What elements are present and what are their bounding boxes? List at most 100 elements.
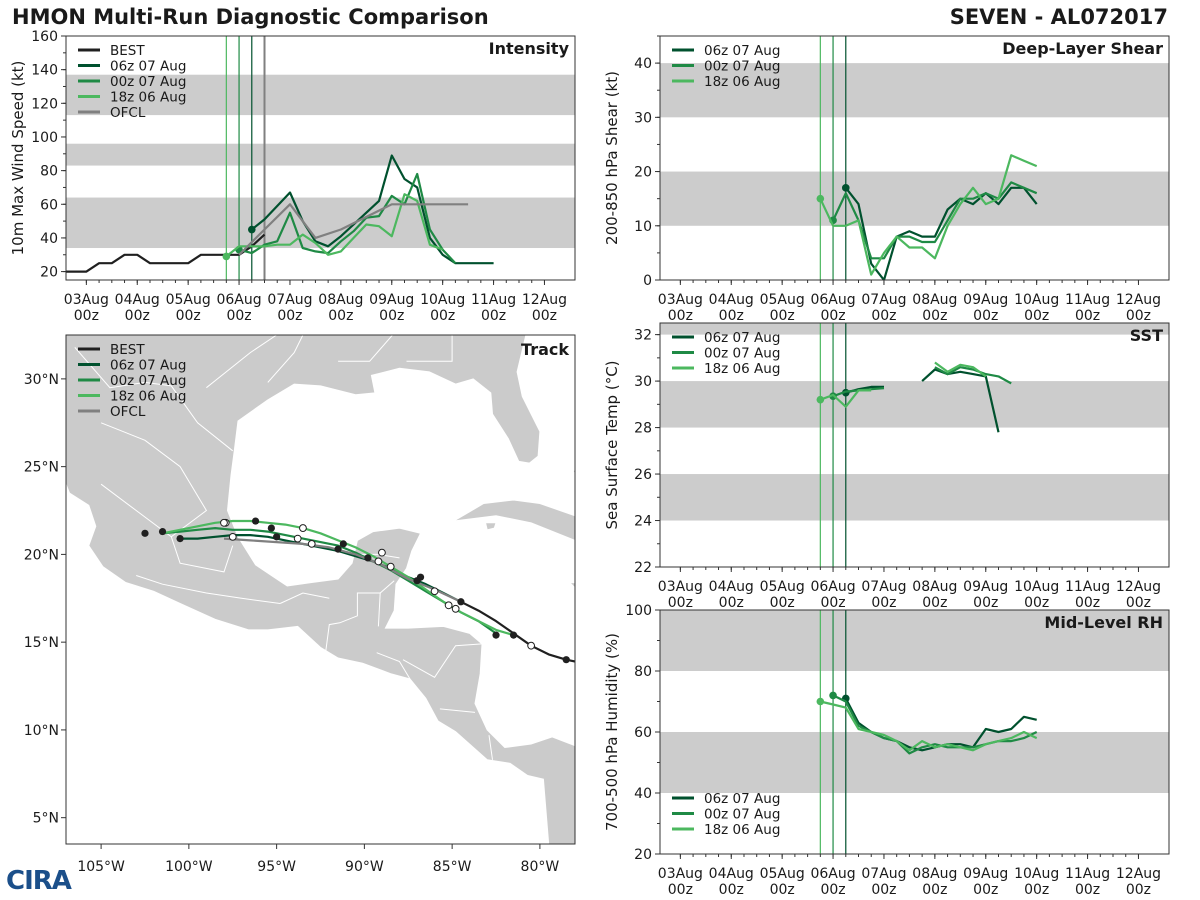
legend-label: 18z 06 Aug bbox=[110, 90, 186, 106]
shaded-band bbox=[660, 381, 1169, 428]
track-point-filled bbox=[339, 540, 347, 548]
political-border bbox=[136, 575, 281, 604]
track-point-filled bbox=[334, 545, 342, 553]
x-tick-label: 11Aug bbox=[471, 292, 516, 308]
series-start-dot bbox=[816, 697, 825, 706]
x-tick-label: 12Aug bbox=[1116, 866, 1161, 882]
landmass bbox=[66, 335, 575, 844]
x-tick-label: 105°W bbox=[77, 859, 125, 875]
x-tick-label: 00z bbox=[922, 882, 947, 898]
x-tick-label: 00z bbox=[226, 308, 251, 324]
x-tick-label: 05Aug bbox=[760, 292, 805, 308]
x-tick-label: 00z bbox=[328, 308, 353, 324]
x-tick-label: 00z bbox=[1126, 308, 1151, 324]
track-point-filled bbox=[562, 656, 570, 664]
track-point-filled bbox=[492, 631, 500, 639]
x-tick-label: 00z bbox=[74, 308, 99, 324]
x-tick-label: 00z bbox=[719, 595, 744, 611]
track-point-filled bbox=[267, 524, 275, 532]
landmass bbox=[453, 499, 575, 542]
plot-area bbox=[660, 36, 1169, 280]
x-tick-label: 05Aug bbox=[760, 866, 805, 882]
y-tick-label: 10 bbox=[634, 219, 652, 235]
x-tick-label: 08Aug bbox=[912, 292, 957, 308]
x-tick-label: 00z bbox=[668, 595, 693, 611]
y-axis-label: 200-850 hPa Shear (kt) bbox=[603, 71, 621, 245]
x-tick-label: 10Aug bbox=[1014, 292, 1059, 308]
y-tick-label: 28 bbox=[634, 421, 652, 437]
y-tick-label: 40 bbox=[634, 56, 652, 72]
track-point-open bbox=[444, 601, 453, 610]
political-border bbox=[402, 643, 483, 678]
y-tick-label: 160 bbox=[31, 29, 58, 45]
political-border bbox=[406, 335, 453, 362]
panel-shear: 01020304003Aug00z04Aug00z05Aug00z06Aug00… bbox=[603, 35, 1170, 324]
x-tick-label: 00z bbox=[668, 308, 693, 324]
x-tick-label: 00z bbox=[1075, 308, 1100, 324]
track-point-filled bbox=[416, 573, 425, 581]
shaded-band bbox=[660, 610, 1169, 671]
panel-title: Deep-Layer Shear bbox=[1002, 39, 1163, 58]
shaded-band bbox=[660, 63, 1169, 118]
track-point-open bbox=[307, 539, 316, 548]
political-border bbox=[488, 735, 493, 760]
y-tick-label: 25°N bbox=[24, 460, 59, 476]
x-tick-label: 03Aug bbox=[658, 866, 703, 882]
legend-label: 00z 07 Aug bbox=[704, 346, 780, 362]
x-tick-label: 100°W bbox=[165, 859, 213, 875]
y-tick-label: 30°N bbox=[24, 372, 59, 388]
y-tick-label: 140 bbox=[31, 63, 58, 79]
legend-label: 00z 07 Aug bbox=[110, 74, 186, 90]
x-tick-label: 80°W bbox=[521, 859, 560, 875]
x-tick-label: 00z bbox=[973, 308, 998, 324]
x-tick-label: 08Aug bbox=[912, 579, 957, 595]
y-tick-label: 20°N bbox=[24, 547, 59, 563]
track-point-filled bbox=[141, 529, 149, 537]
y-tick-label: 100 bbox=[625, 603, 652, 619]
legend-label: 18z 06 Aug bbox=[704, 361, 780, 377]
panel-title: Track bbox=[521, 340, 569, 359]
x-tick-label: 09Aug bbox=[369, 292, 414, 308]
landmass bbox=[484, 522, 497, 531]
track-point-open bbox=[220, 518, 228, 527]
track-point-filled bbox=[509, 631, 518, 639]
y-tick-label: 40 bbox=[634, 786, 652, 802]
series-line-ofcl bbox=[238, 203, 469, 256]
y-tick-label: 24 bbox=[634, 514, 652, 530]
legend-label: 00z 07 Aug bbox=[110, 373, 186, 389]
panel-track: 105°W 100°W 95°W 90°W 85°W 80°W 5°N 10°N 15°N 20°… bbox=[24, 334, 576, 875]
track-point-open bbox=[299, 524, 307, 532]
x-tick-label: 00z bbox=[973, 882, 998, 898]
legend-label: BEST bbox=[110, 43, 145, 59]
y-tick-label: 120 bbox=[31, 96, 58, 112]
y-tick-label: 60 bbox=[40, 197, 58, 213]
x-tick-label: 00z bbox=[719, 882, 744, 898]
x-tick-label: 08Aug bbox=[318, 292, 363, 308]
track-point-open bbox=[451, 604, 460, 613]
track-point-open bbox=[527, 641, 536, 650]
axes-frame bbox=[659, 322, 1170, 568]
series-line-06z-07-aug bbox=[844, 186, 1038, 280]
x-tick-label: 00z bbox=[820, 882, 845, 898]
political-border bbox=[170, 536, 234, 573]
series-start-dot bbox=[816, 194, 825, 203]
x-tick-label: 00z bbox=[973, 595, 998, 611]
x-tick-label: 00z bbox=[719, 308, 744, 324]
panel-title: SST bbox=[1130, 326, 1163, 345]
series-line-18z-06-aug bbox=[820, 700, 1038, 752]
x-tick-label: 03Aug bbox=[658, 292, 703, 308]
x-tick-label: 04Aug bbox=[709, 292, 754, 308]
x-tick-label: 85°W bbox=[433, 859, 472, 875]
y-tick-label: 22 bbox=[634, 560, 652, 576]
storm-id: SEVEN - AL072017 bbox=[949, 5, 1168, 29]
y-tick-label: 20 bbox=[634, 165, 652, 181]
legend-label: 00z 07 Aug bbox=[704, 807, 780, 823]
x-tick-label: 11Aug bbox=[1065, 292, 1110, 308]
track-point-filled bbox=[176, 535, 184, 543]
x-tick-label: 04Aug bbox=[115, 292, 160, 308]
y-tick-label: 10°N bbox=[24, 723, 59, 739]
x-tick-label: 06Aug bbox=[810, 579, 855, 595]
y-tick-label: 100 bbox=[31, 130, 58, 146]
y-tick-label: 40 bbox=[40, 231, 58, 247]
x-tick-label: 04Aug bbox=[709, 579, 754, 595]
